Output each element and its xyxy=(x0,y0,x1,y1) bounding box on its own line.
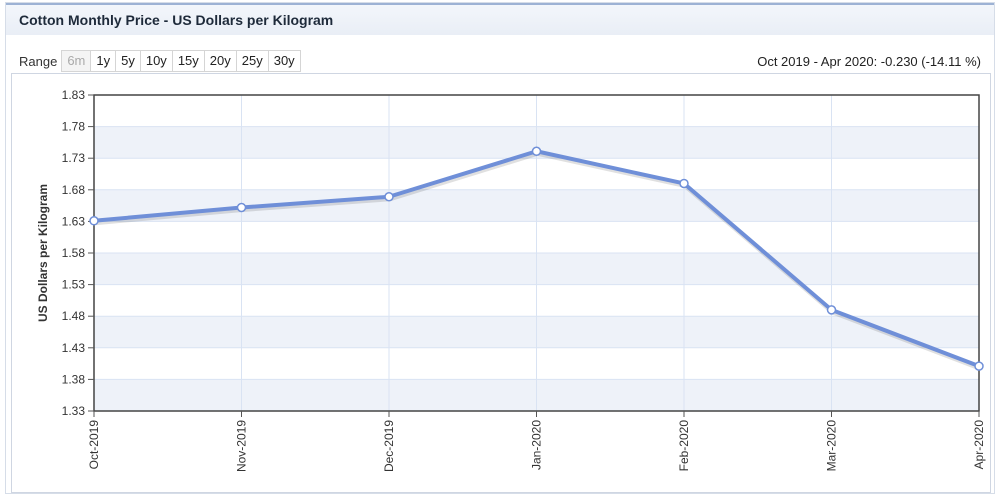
range-label: Range xyxy=(19,53,58,69)
data-point[interactable] xyxy=(974,361,984,371)
y-tick-label: 1.63 xyxy=(62,214,86,228)
range-button-30y[interactable]: 30y xyxy=(267,50,301,72)
y-tick-label: 1.73 xyxy=(62,151,86,165)
y-tick-label: 1.43 xyxy=(62,341,86,355)
y-tick-label: 1.48 xyxy=(62,309,86,323)
change-summary: Oct 2019 - Apr 2020: -0.230 (-14.11 %) xyxy=(757,54,981,69)
data-point[interactable] xyxy=(531,146,542,156)
line-chart: 1.83 1.78 1.73 1.68 1.63 1.58 1.53 1.48 1.43 1.38… xyxy=(36,88,986,472)
chart-title: Cotton Monthly Price - US Dollars per Ki… xyxy=(19,12,334,28)
chart-widget: Cotton Monthly Price - US Dollars per Ki… xyxy=(5,2,995,494)
x-tick-label: Mar-2020 xyxy=(825,420,839,472)
data-point[interactable] xyxy=(236,202,247,213)
y-tick-label: 1.68 xyxy=(62,183,86,197)
x-tick-label: Jan-2020 xyxy=(530,420,544,470)
data-point[interactable] xyxy=(826,305,837,315)
x-tick-label: Apr-2020 xyxy=(972,420,986,470)
title-bar: Cotton Monthly Price - US Dollars per Ki… xyxy=(6,3,994,35)
range-button-6m[interactable]: 6m xyxy=(61,50,92,72)
x-tick-label: Oct-2019 xyxy=(87,420,101,470)
data-point[interactable] xyxy=(679,178,689,189)
range-button-20y[interactable]: 20y xyxy=(203,50,237,72)
range-button-5y[interactable]: 5y xyxy=(115,50,141,72)
range-button-1y[interactable]: 1y xyxy=(90,50,117,72)
x-tick-label: Dec-2019 xyxy=(382,420,396,472)
range-button-25y[interactable]: 25y xyxy=(235,50,269,72)
y-tick-label: 1.83 xyxy=(62,88,86,102)
x-tick-label: Nov-2019 xyxy=(235,420,249,472)
range-button-10y[interactable]: 10y xyxy=(139,50,173,72)
y-tick-label: 1.78 xyxy=(62,120,86,134)
range-selector: Range 6m 1y 5y 10y 15y 20y 25y 30y xyxy=(19,50,301,72)
data-point[interactable] xyxy=(384,192,394,202)
y-tick-label: 1.33 xyxy=(62,404,86,418)
chart-panel: 1.83 1.78 1.73 1.68 1.63 1.58 1.53 1.48 1.43 1.38… xyxy=(11,73,991,493)
y-tick-label: 1.38 xyxy=(62,372,86,386)
x-tick-label: Feb-2020 xyxy=(677,420,691,472)
y-axis-label: US Dollars per Kilogram xyxy=(36,184,50,322)
y-tick-label: 1.58 xyxy=(62,246,86,260)
data-point[interactable] xyxy=(89,216,99,226)
y-tick-label: 1.53 xyxy=(62,278,86,292)
range-button-15y[interactable]: 15y xyxy=(171,50,205,72)
